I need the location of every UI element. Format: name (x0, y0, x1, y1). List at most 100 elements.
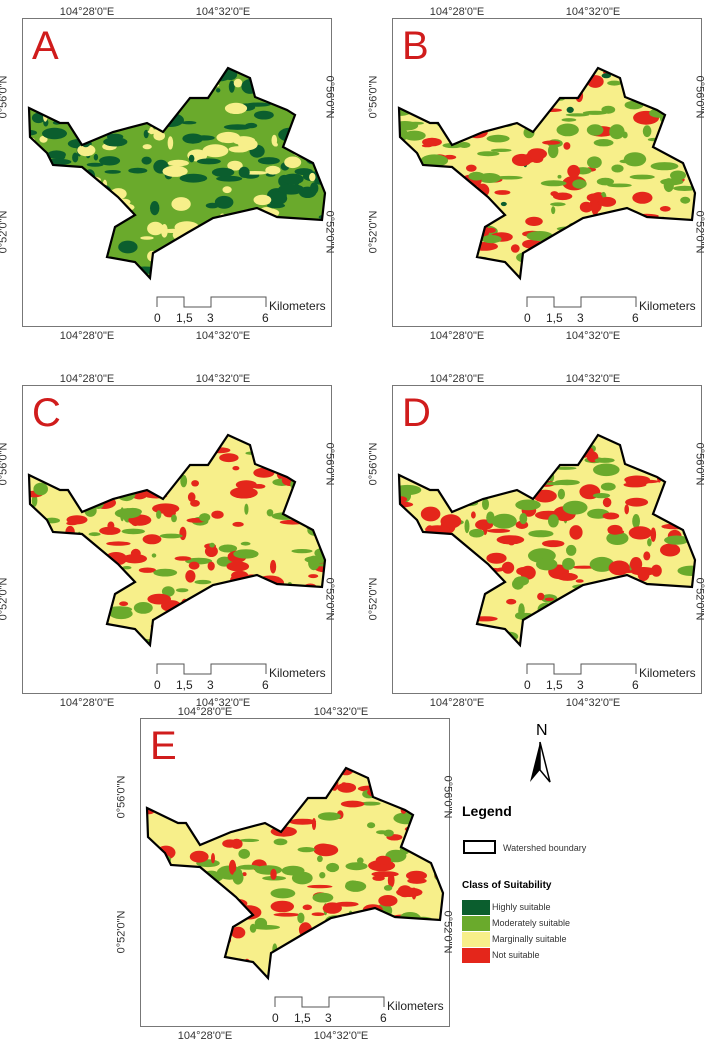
lat-tick-left: 0°52'0"N (0, 577, 10, 621)
class-patch (633, 81, 645, 88)
class-patch (218, 246, 246, 259)
class-patch (609, 124, 625, 140)
class-patch (551, 206, 556, 215)
class-patch (250, 261, 272, 267)
class-patch (393, 812, 421, 825)
class-patch (106, 76, 122, 91)
watershed-boundary (145, 766, 445, 981)
class-patch (166, 617, 187, 627)
class-patch (287, 968, 304, 978)
class-patch (464, 492, 488, 496)
class-patch (173, 631, 181, 642)
suitability-map (27, 66, 327, 281)
class-patch (85, 464, 91, 476)
class-patch (417, 564, 437, 569)
class-patch (461, 236, 476, 244)
class-patch (416, 578, 424, 584)
class-patch (204, 893, 232, 900)
scale-tick: 0 (154, 311, 161, 325)
class-patch (161, 586, 175, 597)
class-patch (413, 554, 422, 565)
class-patch (59, 595, 86, 600)
lat-tick-right: 0°56'0"N (323, 442, 336, 486)
class-patch (365, 972, 384, 978)
class-patch (111, 90, 123, 99)
class-patch (340, 800, 365, 808)
class-patch (222, 780, 234, 789)
class-patch (296, 435, 309, 440)
class-patch (155, 106, 162, 120)
class-patch (667, 118, 695, 122)
class-patch (122, 554, 147, 564)
class-patch (69, 611, 81, 620)
map-frame (22, 18, 332, 327)
class-patch (607, 183, 632, 188)
class-patch (561, 118, 577, 122)
class-patch (623, 152, 647, 167)
class-patch (515, 499, 541, 511)
class-patch (201, 771, 221, 778)
class-patch (484, 461, 505, 474)
class-patch (190, 954, 201, 962)
class-patch (687, 116, 692, 129)
class-patch (252, 924, 280, 930)
class-patch (550, 191, 559, 197)
class-patch (518, 603, 525, 618)
class-patch (433, 191, 446, 206)
class-patch (147, 864, 162, 879)
class-patch (240, 541, 251, 546)
class-patch (685, 629, 695, 638)
class-patch (660, 543, 681, 557)
class-patch (302, 945, 328, 955)
class-patch (274, 68, 279, 73)
class-patch (97, 220, 104, 225)
class-patch (51, 244, 69, 256)
class-patch (537, 232, 544, 240)
class-patch (177, 73, 198, 88)
class-patch (477, 151, 500, 157)
class-patch (279, 252, 307, 264)
class-patch (148, 879, 176, 891)
class-area (399, 68, 695, 278)
class-patch (167, 945, 181, 950)
class-patch (118, 240, 138, 254)
class-patch (422, 948, 443, 963)
class-patch (407, 205, 421, 210)
class-patch (115, 103, 125, 109)
class-patch (122, 566, 132, 570)
class-patch (406, 870, 427, 881)
class-patch (421, 108, 440, 115)
scale-unit: Kilometers (639, 666, 696, 680)
class-patch (552, 239, 569, 252)
class-patch (602, 512, 620, 520)
class-patch (86, 162, 104, 167)
class-patch (143, 82, 158, 89)
class-patch (216, 175, 243, 182)
class-patch (185, 927, 205, 933)
north-label: N (536, 722, 548, 739)
class-patch (345, 880, 367, 892)
class-patch (169, 618, 191, 624)
class-patch (630, 567, 657, 576)
class-patch (417, 941, 437, 957)
panel-letter: A (32, 24, 59, 68)
map-panel-d: D 104°28'0"E 104°32'0"E 104°28'0"E 104°3… (367, 373, 706, 709)
class-patch (40, 186, 59, 192)
suitability-map (27, 433, 327, 648)
class-patch (78, 435, 96, 439)
class-patch (142, 144, 152, 150)
watershed-boundary (27, 433, 327, 648)
class-patch (289, 221, 315, 227)
class-patch (84, 605, 95, 617)
class-patch (180, 816, 202, 822)
class-patch (147, 785, 172, 796)
class-patch (29, 540, 45, 548)
class-patch (399, 224, 412, 236)
lat-tick-right: 0°52'0"N (693, 577, 706, 621)
class-patch (525, 216, 543, 226)
class-patch (542, 140, 561, 145)
class-patch (297, 606, 318, 617)
class-patch (601, 105, 616, 114)
class-patch (52, 215, 64, 222)
class-patch (29, 215, 44, 220)
